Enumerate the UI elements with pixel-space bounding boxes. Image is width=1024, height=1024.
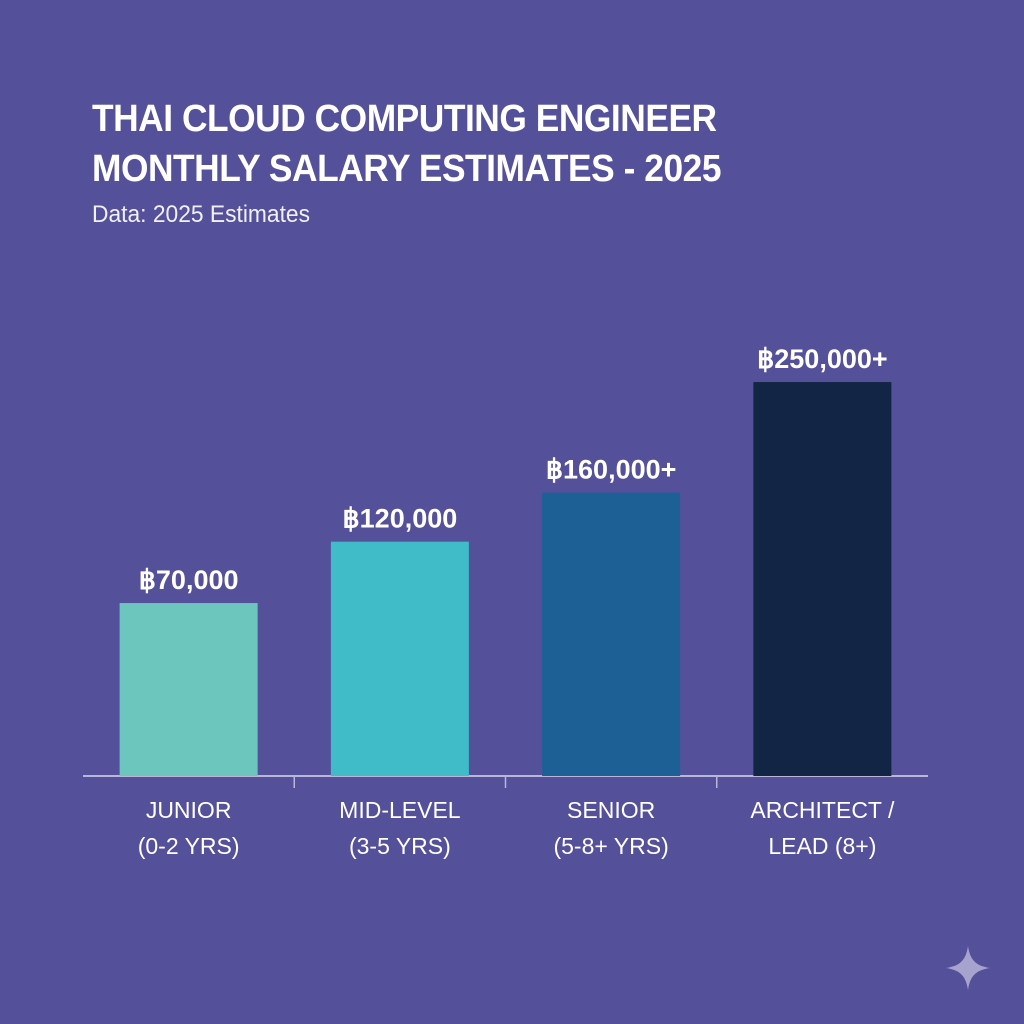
- x-tick-label: (5-8+ YRS): [553, 833, 668, 859]
- sparkle-icon: [946, 946, 990, 990]
- chart-title-line-2: MONTHLY SALARY ESTIMATES - 2025: [92, 148, 722, 190]
- x-tick-label: SENIOR: [567, 797, 655, 823]
- x-tick-label: ARCHITECT /: [750, 797, 895, 823]
- chart-title: THAI CLOUD COMPUTING ENGINEER MONTHLY SA…: [92, 94, 722, 194]
- data-label: ฿70,000: [139, 565, 239, 595]
- chart-subtitle: Data: 2025 Estimates: [92, 201, 310, 228]
- bar: [753, 382, 892, 776]
- x-tick-label: JUNIOR: [146, 797, 232, 823]
- x-tick-label: LEAD (8+): [768, 833, 876, 859]
- x-tick-label: (0-2 YRS): [138, 833, 240, 859]
- data-label: ฿250,000+: [757, 344, 888, 374]
- bar: [542, 492, 681, 776]
- data-label: ฿160,000+: [546, 455, 677, 485]
- data-label: ฿120,000: [342, 504, 457, 534]
- bar: [119, 603, 258, 776]
- x-tick-label: (3-5 YRS): [349, 833, 451, 859]
- bar: [330, 541, 469, 776]
- x-tick-label: MID-LEVEL: [339, 797, 461, 823]
- chart-title-line-1: THAI CLOUD COMPUTING ENGINEER: [92, 98, 717, 140]
